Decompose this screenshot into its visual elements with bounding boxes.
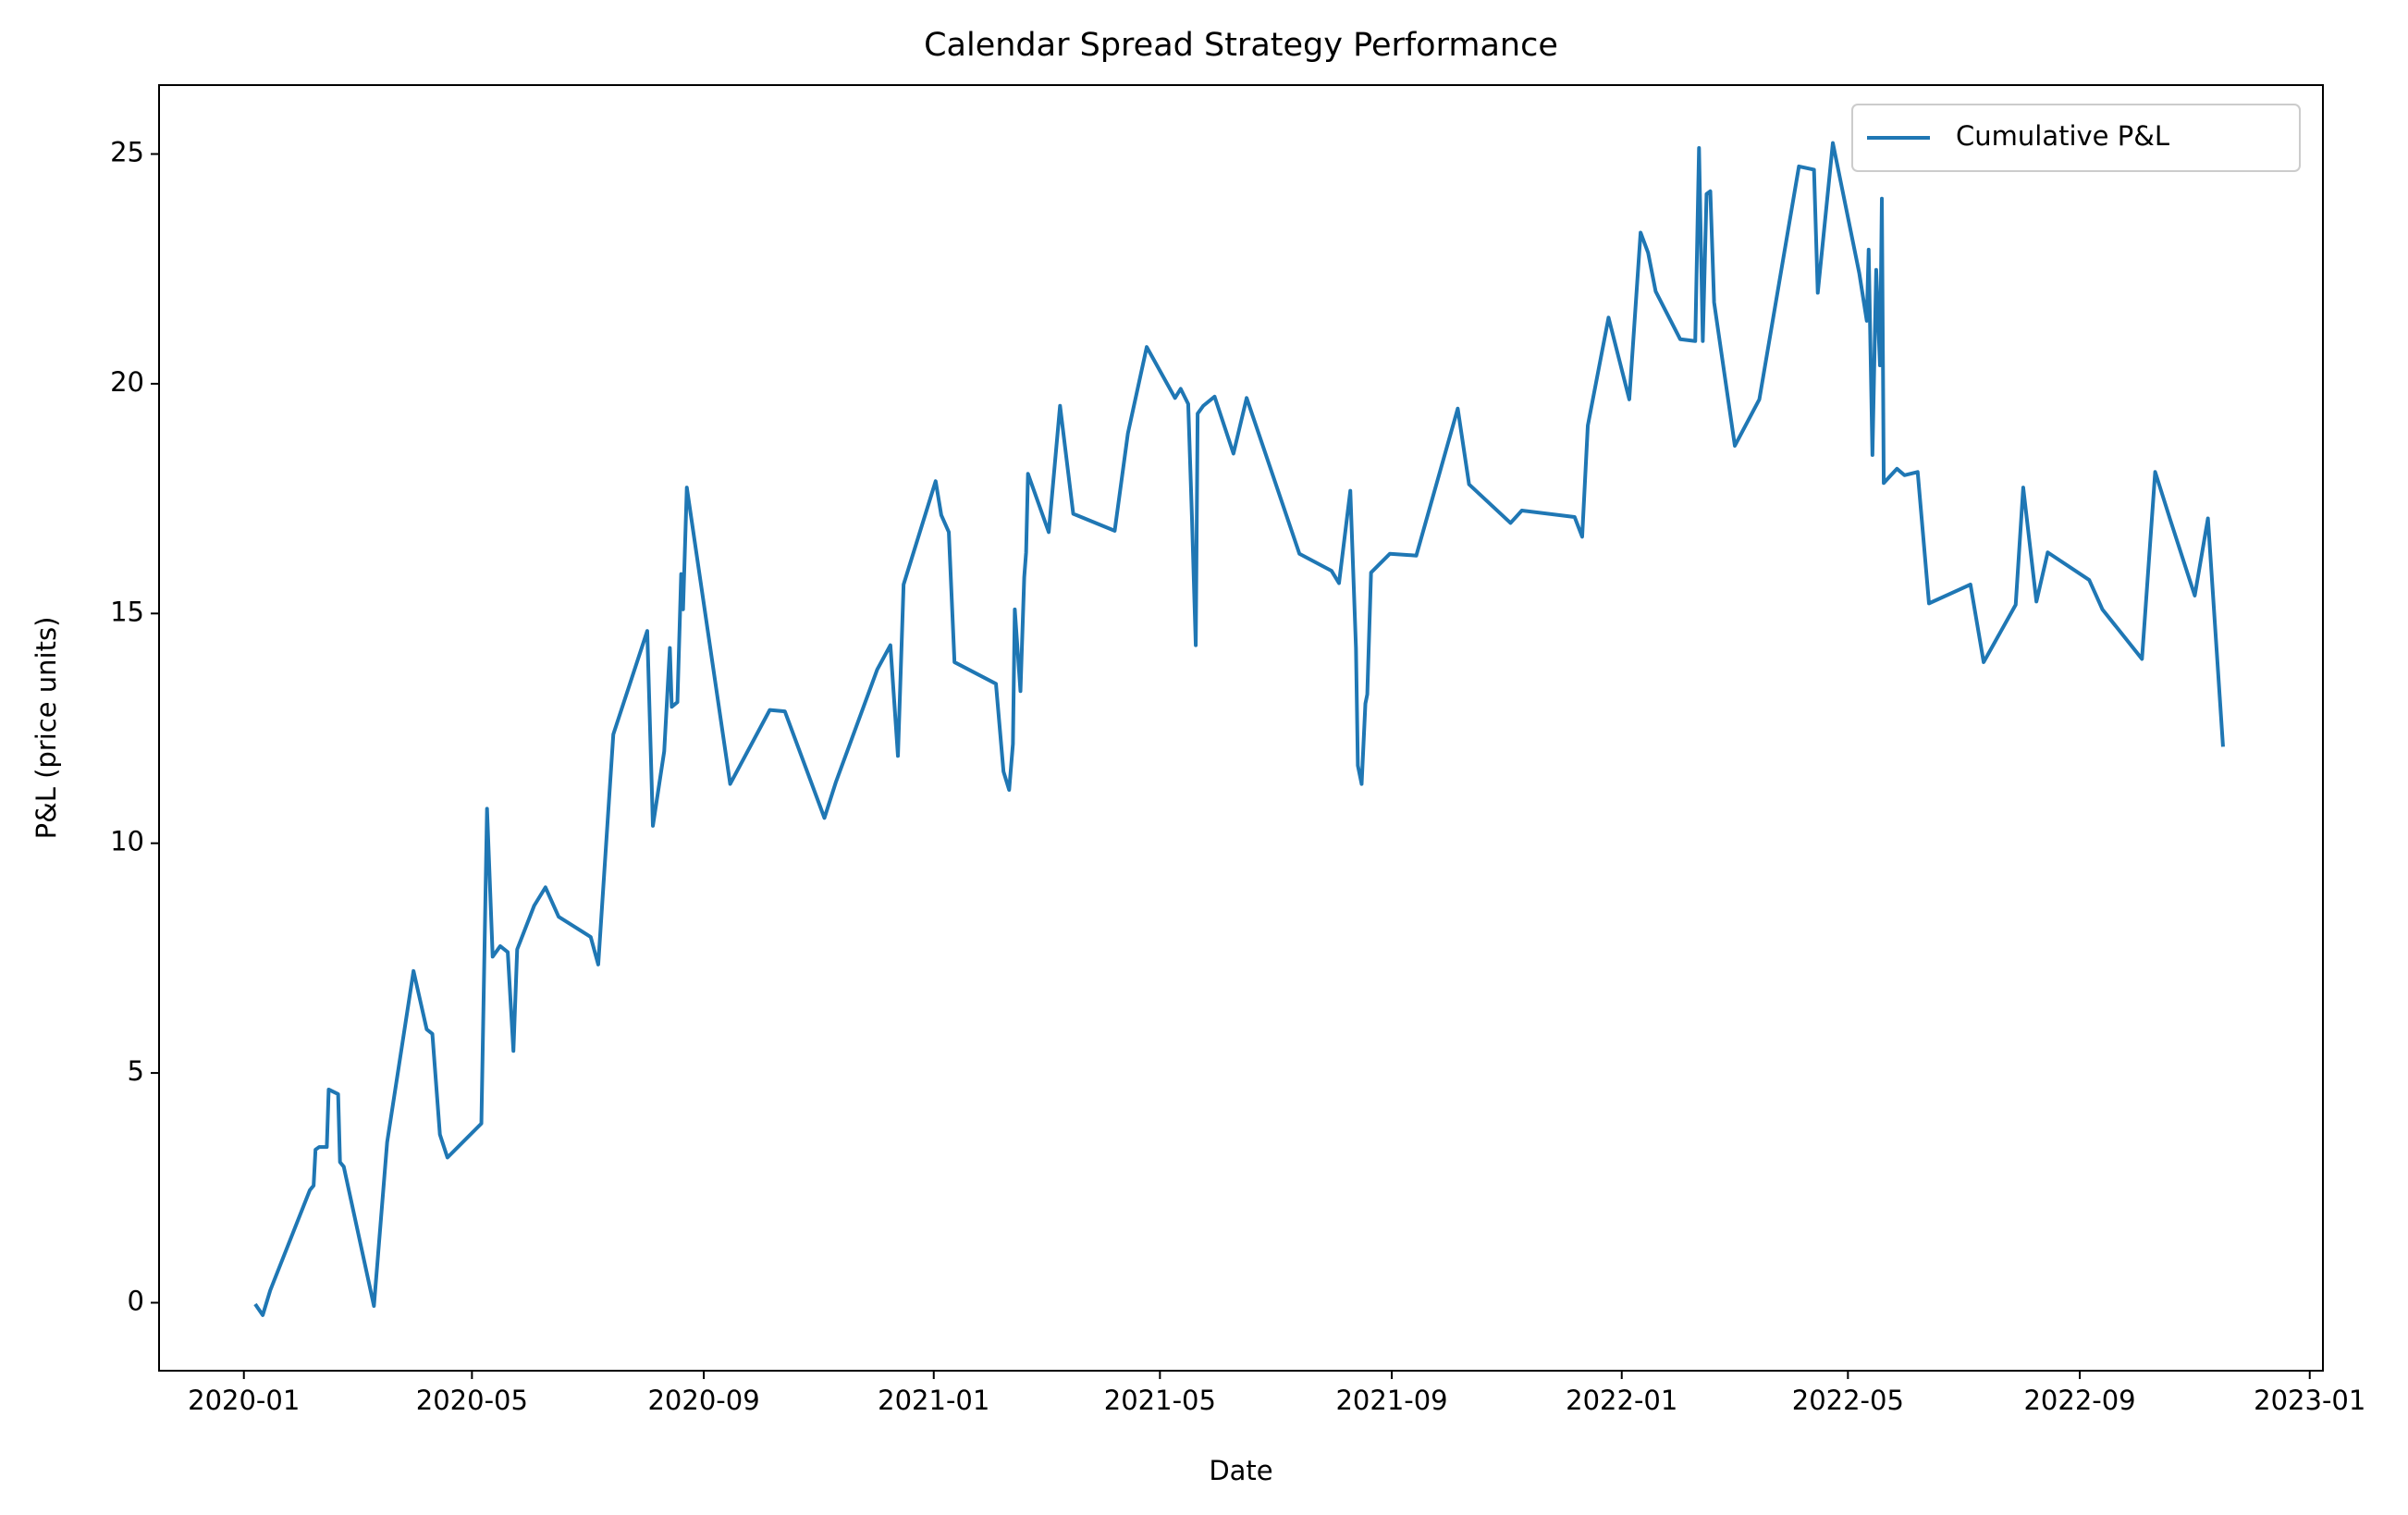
y-tick-label: 5: [128, 1055, 144, 1087]
y-tick-label: 10: [110, 826, 144, 857]
y-axis-label: P&L (price units): [31, 617, 62, 840]
x-axis-label: Date: [1209, 1455, 1272, 1486]
x-tick-label: 2020-01: [188, 1385, 300, 1416]
y-tick-label: 20: [110, 366, 144, 398]
x-tick-label: 2021-01: [878, 1385, 989, 1416]
x-tick-label: 2022-09: [2023, 1385, 2135, 1416]
y-tick-label: 15: [110, 596, 144, 627]
chart-title: Calendar Spread Strategy Performance: [924, 27, 1558, 64]
x-tick-label: 2021-05: [1104, 1385, 1216, 1416]
y-tick-label: 0: [128, 1285, 144, 1316]
line-series: [253, 141, 2225, 1317]
legend-label: Cumulative P&L: [1956, 120, 2169, 152]
x-tick-label: 2020-09: [647, 1385, 759, 1416]
y-tick-label: 25: [110, 137, 144, 168]
legend-box: [1851, 104, 2301, 172]
plot-frame: [158, 84, 2324, 1372]
x-tick-label: 2020-05: [416, 1385, 528, 1416]
x-tick-label: 2021-09: [1335, 1385, 1447, 1416]
x-tick-label: 2022-01: [1566, 1385, 1677, 1416]
x-tick-label: 2023-01: [2254, 1385, 2365, 1416]
x-tick-label: 2022-05: [1792, 1385, 1904, 1416]
